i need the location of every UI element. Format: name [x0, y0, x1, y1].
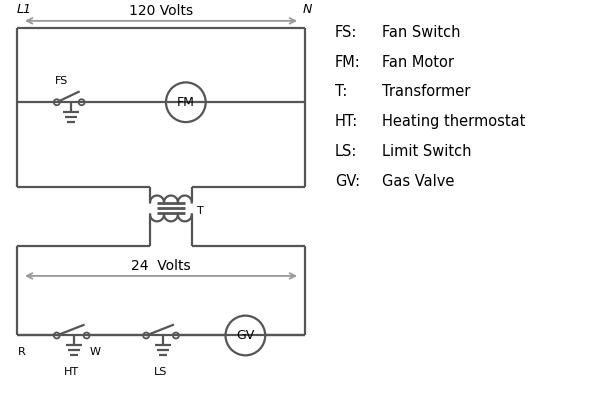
Text: W: W: [90, 347, 100, 357]
Text: L1: L1: [17, 3, 32, 16]
Text: 120 Volts: 120 Volts: [129, 4, 193, 18]
Text: FS:: FS:: [335, 25, 357, 40]
Text: Fan Switch: Fan Switch: [382, 25, 461, 40]
Text: LS:: LS:: [335, 144, 357, 159]
Text: FM: FM: [177, 96, 195, 109]
Text: Heating thermostat: Heating thermostat: [382, 114, 526, 129]
Text: R: R: [18, 347, 26, 357]
Text: Limit Switch: Limit Switch: [382, 144, 472, 159]
Text: 24  Volts: 24 Volts: [131, 259, 191, 273]
Text: GV: GV: [236, 329, 254, 342]
Text: Transformer: Transformer: [382, 84, 471, 99]
Text: LS: LS: [155, 367, 168, 377]
Text: Fan Motor: Fan Motor: [382, 55, 454, 70]
Text: Gas Valve: Gas Valve: [382, 174, 455, 189]
Text: N: N: [303, 3, 312, 16]
Text: T: T: [196, 206, 204, 216]
Text: T:: T:: [335, 84, 347, 99]
Text: HT:: HT:: [335, 114, 358, 129]
Text: FS: FS: [55, 76, 68, 86]
Text: GV:: GV:: [335, 174, 360, 189]
Text: HT: HT: [64, 367, 79, 377]
Text: FM:: FM:: [335, 55, 360, 70]
